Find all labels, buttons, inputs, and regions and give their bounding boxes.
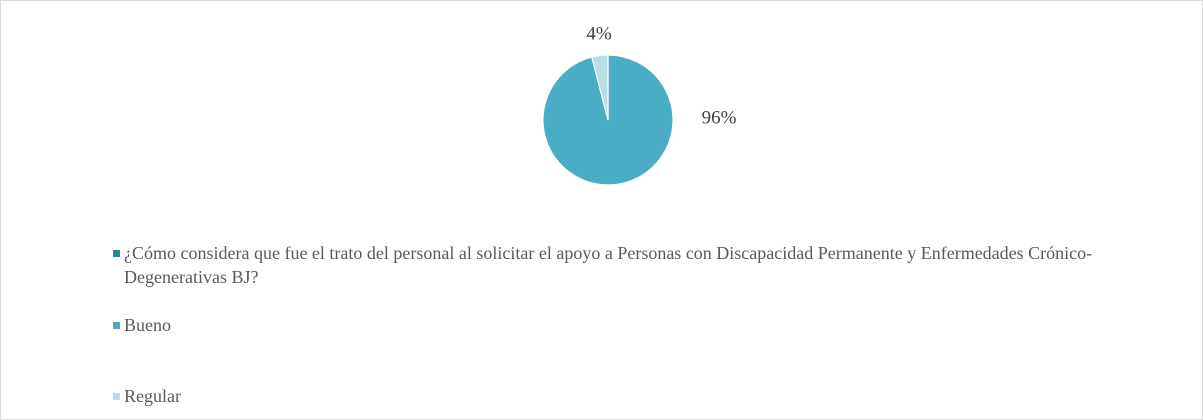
legend-swatch [113, 322, 120, 329]
legend-label: Bueno [124, 315, 171, 335]
legend-swatch [113, 393, 120, 400]
pie-slice [591, 54, 609, 121]
legend-entry: ¿Cómo considera que fue el trato del per… [113, 241, 1113, 289]
legend: ¿Cómo considera que fue el trato del per… [113, 241, 1113, 408]
legend-entry: Regular [113, 384, 1113, 408]
legend-label: Regular [124, 386, 181, 406]
legend-label: ¿Cómo considera que fue el trato del per… [124, 243, 1093, 287]
data-label: 4% [586, 23, 612, 44]
legend-swatch [113, 250, 120, 257]
legend-entry: Bueno [113, 313, 1113, 337]
data-label: 96% [702, 107, 737, 128]
